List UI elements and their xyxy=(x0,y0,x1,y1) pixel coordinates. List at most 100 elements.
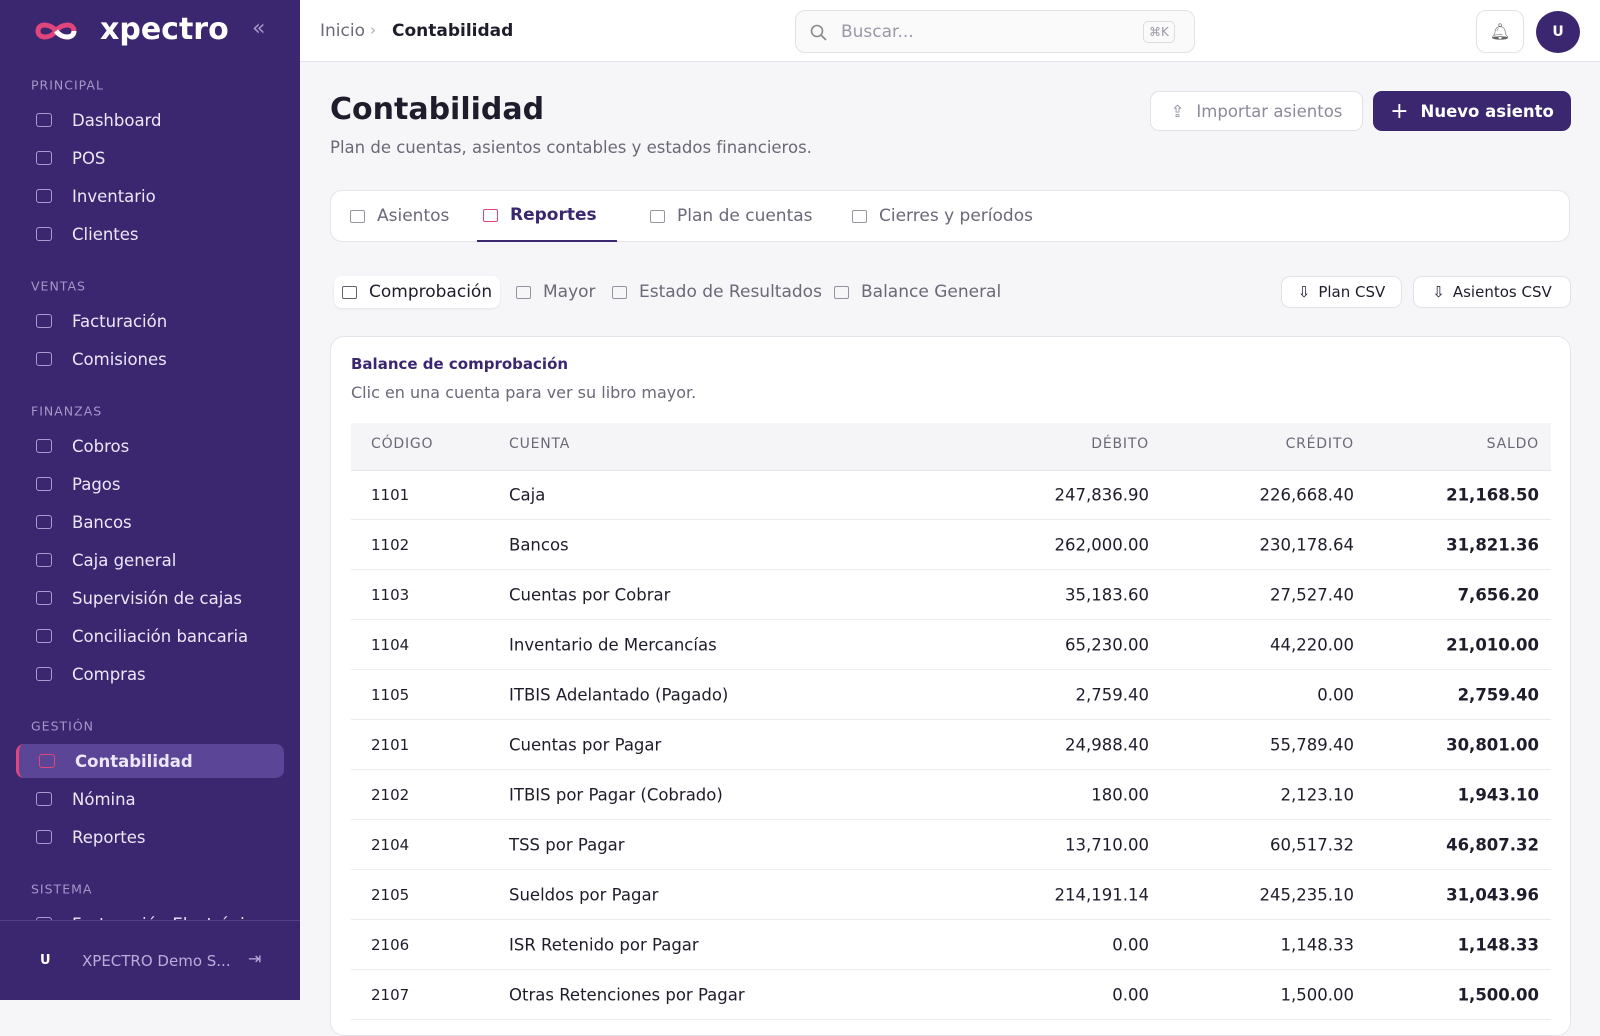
tab-label: Reportes xyxy=(510,205,597,225)
tab-icon xyxy=(350,209,365,223)
tab-label: Cierres y períodos xyxy=(879,206,1033,226)
new-button[interactable]: + Nuevo asiento xyxy=(1373,91,1571,131)
import-button[interactable]: ⇪ Importar asientos xyxy=(1150,91,1363,131)
tab[interactable]: Reportes xyxy=(477,190,617,242)
nav-label: Comisiones xyxy=(72,349,167,369)
account-name: Caja xyxy=(509,485,546,505)
nav-icon xyxy=(36,189,52,203)
subtab-icon xyxy=(342,285,357,299)
account-code: 1101 xyxy=(371,486,410,504)
nav-item[interactable]: Inventario xyxy=(16,179,284,213)
table-row[interactable] xyxy=(351,620,1551,670)
table-row[interactable] xyxy=(351,670,1551,720)
avatar[interactable]: U xyxy=(1536,11,1580,53)
amount: 31,043.96 xyxy=(1446,885,1539,905)
nav-icon xyxy=(36,591,52,605)
table-row[interactable] xyxy=(351,820,1551,870)
tab-label: Plan de cuentas xyxy=(677,206,813,226)
table-header xyxy=(351,423,1551,471)
subtab-label: Comprobación xyxy=(369,282,493,302)
nav-item[interactable]: Compras xyxy=(16,657,284,691)
account-code: 1104 xyxy=(371,636,410,654)
nav-icon xyxy=(36,629,52,643)
account-name: TSS por Pagar xyxy=(509,835,625,855)
subtab-label: Balance General xyxy=(861,282,1002,302)
subtab[interactable]: Comprobación xyxy=(334,276,501,308)
nav-icon xyxy=(36,515,52,529)
nav-label: Compras xyxy=(72,664,146,684)
nav-label: Clientes xyxy=(72,224,139,244)
nav-label: Conciliación bancaria xyxy=(72,626,249,646)
amount: 21,010.00 xyxy=(1446,635,1539,655)
amount: 1,500.00 xyxy=(1280,985,1354,1005)
search-box[interactable]: Buscar... ⌘K xyxy=(795,10,1195,53)
subtab-icon xyxy=(516,285,531,299)
table-row[interactable] xyxy=(351,720,1551,770)
export-label: Asientos CSV xyxy=(1452,283,1552,301)
amount: 1,500.00 xyxy=(1457,985,1539,1005)
table-row[interactable] xyxy=(351,570,1551,620)
nav-item[interactable]: Cobros xyxy=(16,429,284,463)
amount: 226,668.40 xyxy=(1259,485,1354,505)
table-row[interactable] xyxy=(351,920,1551,970)
page-subtitle: Plan de cuentas, asientos contables y es… xyxy=(330,138,812,157)
nav-item[interactable]: Nómina xyxy=(16,782,284,816)
column-header: DÉBITO xyxy=(1091,436,1149,452)
nav-icon xyxy=(36,352,52,366)
nav-icon xyxy=(36,314,52,328)
export-asientos[interactable]: ⇩ Asientos CSV xyxy=(1413,276,1571,308)
amount: 35,183.60 xyxy=(1065,585,1149,605)
amount: 0.00 xyxy=(1317,685,1354,705)
nav-icon xyxy=(36,553,52,567)
table-row[interactable] xyxy=(351,770,1551,820)
nav-icon xyxy=(36,792,52,806)
column-header: SALDO xyxy=(1486,436,1539,452)
subtab-icon xyxy=(834,285,849,299)
table-row[interactable] xyxy=(351,470,1551,520)
nav-item[interactable]: Comisiones xyxy=(16,342,284,376)
tab[interactable]: Plan de cuentas xyxy=(650,190,813,242)
amount: 46,807.32 xyxy=(1446,835,1539,855)
account-code: 2102 xyxy=(371,786,410,804)
amount: 230,178.64 xyxy=(1259,535,1354,555)
nav-label: Contabilidad xyxy=(75,751,193,771)
subtab-label: Estado de Resultados xyxy=(639,282,822,302)
nav-item[interactable]: Conciliación bancaria xyxy=(16,619,284,653)
subtab[interactable]: Mayor xyxy=(508,276,604,308)
subtab[interactable]: Estado de Resultados xyxy=(604,276,830,308)
amount: 55,789.40 xyxy=(1270,735,1354,755)
account-name: Inventario de Mercancías xyxy=(509,635,717,655)
table-row[interactable] xyxy=(351,520,1551,570)
new-label: Nuevo asiento xyxy=(1420,101,1554,121)
nav-label: Facturación xyxy=(72,311,168,331)
nav-label: Cobros xyxy=(72,436,130,456)
amount: 7,656.20 xyxy=(1457,585,1539,605)
nav-label: Inventario xyxy=(72,186,156,206)
nav-item[interactable]: Clientes xyxy=(16,217,284,251)
collapse-button[interactable]: « xyxy=(252,16,266,41)
nav-item[interactable]: Bancos xyxy=(16,505,284,539)
nav-item[interactable]: Dashboard xyxy=(16,103,284,137)
account-code: 2107 xyxy=(371,986,410,1004)
nav-item[interactable]: Facturación xyxy=(16,304,284,338)
nav-icon xyxy=(36,151,52,165)
breadcrumb[interactable]: Inicio xyxy=(320,21,365,41)
tab[interactable]: Cierres y períodos xyxy=(852,190,1033,242)
section-title: VENTAS xyxy=(31,278,86,294)
nav-item[interactable]: Reportes xyxy=(16,820,284,854)
nav-item[interactable]: Caja general xyxy=(16,543,284,577)
notifications[interactable]: 🔔︎ xyxy=(1476,10,1524,53)
logout-button[interactable]: ⇥ xyxy=(248,949,262,968)
nav-item[interactable]: Pagos xyxy=(16,467,284,501)
export-plan[interactable]: ⇩ Plan CSV xyxy=(1281,276,1402,308)
nav-item[interactable]: POS xyxy=(16,141,284,175)
table-row[interactable] xyxy=(351,870,1551,920)
account-name: Otras Retenciones por Pagar xyxy=(509,985,745,1005)
brand: xpectro xyxy=(100,12,229,47)
nav-item[interactable]: Supervisión de cajas xyxy=(16,581,284,615)
subtab[interactable]: Balance General xyxy=(826,276,1009,308)
amount: 0.00 xyxy=(1112,935,1149,955)
nav-icon xyxy=(36,113,52,127)
tab[interactable]: Asientos xyxy=(350,190,449,242)
nav-item[interactable]: Contabilidad xyxy=(16,744,284,778)
